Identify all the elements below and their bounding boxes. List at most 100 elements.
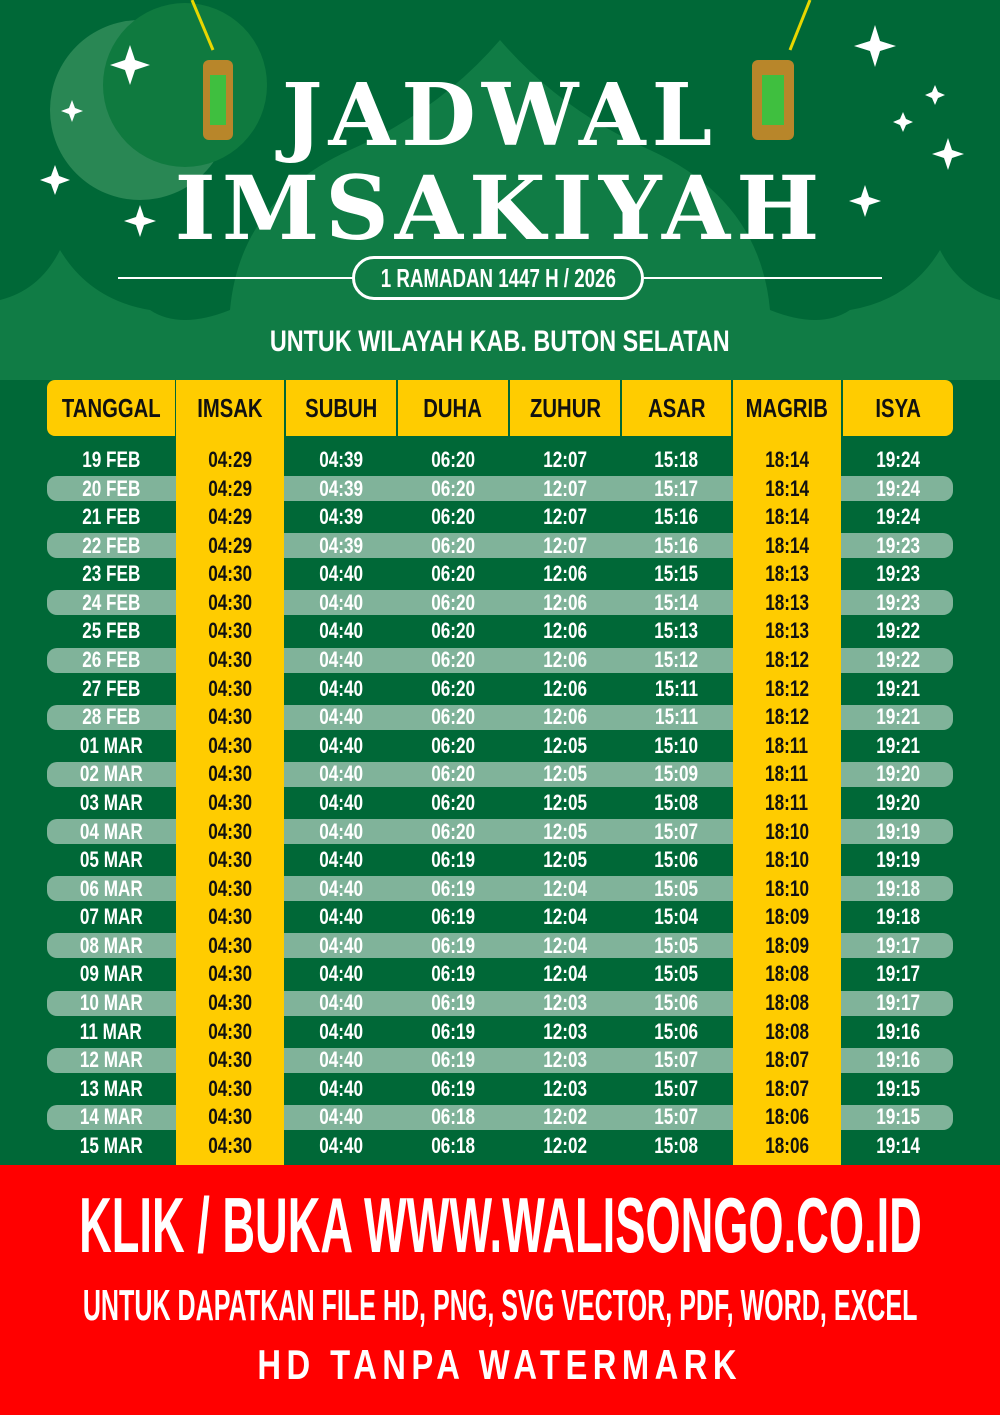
cell-text: 04:30	[208, 990, 252, 1016]
time-cell-magrib: 18:08	[733, 989, 841, 1017]
time-cell-duha: 06:20	[398, 646, 508, 674]
cell-text: 15:17	[654, 475, 699, 501]
banner-line-2-text: UNTUK DAPATKAN FILE HD, PNG, SVG VECTOR,…	[82, 1281, 918, 1330]
cell-text: 05 MAR	[79, 847, 143, 873]
cell-text: 19:15	[876, 1075, 920, 1101]
cell-text: 12:02	[543, 1104, 587, 1130]
time-cell-magrib: 18:13	[733, 589, 841, 617]
time-cell-magrib: 18:11	[733, 789, 841, 817]
date-cell: 02 MAR	[47, 760, 175, 788]
cell-text: 04:30	[208, 561, 252, 587]
time-cell-asar: 15:05	[622, 875, 731, 903]
time-cell-asar: 15:06	[622, 989, 731, 1017]
date-cell: 06 MAR	[47, 875, 175, 903]
time-cell-duha: 06:20	[398, 675, 508, 703]
time-cell-zuhur: 12:04	[510, 932, 620, 960]
banner-line-3: HD TANPA WATERMARK	[0, 1339, 1000, 1391]
time-cell-zuhur: 12:05	[510, 818, 620, 846]
time-cell-magrib: 18:11	[733, 760, 841, 788]
banner-link[interactable]: KLIK / BUKA WWW.WALISONGO.CO.ID	[78, 1180, 922, 1269]
time-cell-magrib: 18:12	[733, 646, 841, 674]
cell-text: 19 FEB	[81, 447, 141, 472]
time-cell-magrib: 18:14	[733, 532, 841, 560]
cell-text: 12:05	[543, 761, 587, 787]
cell-text: 15:06	[654, 847, 699, 873]
time-cell-duha: 06:20	[398, 703, 508, 731]
title-line-2: IMSAKIYAH	[174, 156, 826, 260]
cell-text: 19:21	[876, 732, 920, 758]
time-cell-magrib: 18:11	[733, 732, 841, 760]
cell-text: 18:10	[765, 875, 809, 901]
cell-text: 06:20	[431, 504, 475, 530]
cell-text: 15:12	[654, 647, 699, 673]
cell-text: 19:14	[876, 1132, 920, 1158]
time-cell-subuh: 04:40	[286, 989, 396, 1017]
time-cell-subuh: 04:40	[286, 960, 396, 988]
date-badge: 1 RAMADAN 1447 H / 2026	[352, 256, 644, 300]
cell-text: 15 MAR	[79, 1132, 143, 1158]
cell-text: 04:40	[319, 761, 363, 787]
cell-text: 25 FEB	[81, 618, 141, 644]
time-cell-zuhur: 12:03	[510, 1046, 620, 1074]
cell-text: 04:40	[319, 789, 363, 815]
cell-text: 08 MAR	[79, 932, 143, 958]
cell-text: 04:40	[319, 647, 363, 673]
cell-text: 18:06	[765, 1104, 809, 1130]
cell-text: 12:02	[543, 1132, 587, 1158]
cell-text: 04:40	[319, 847, 363, 873]
time-cell-isya: 19:21	[843, 675, 953, 703]
time-cell-duha: 06:18	[398, 1103, 508, 1131]
time-cell-zuhur: 12:02	[510, 1132, 620, 1160]
star-icons	[40, 25, 964, 237]
cell-text: 15:04	[654, 904, 699, 930]
time-cell-zuhur: 12:06	[510, 675, 620, 703]
time-cell-duha: 06:20	[398, 475, 508, 503]
cell-text: 04:40	[319, 818, 363, 844]
cell-text: 18:09	[765, 932, 809, 958]
date-cell: 22 FEB	[47, 532, 175, 560]
time-cell-zuhur: 12:03	[510, 989, 620, 1017]
banner-line-1[interactable]: KLIK / BUKA WWW.WALISONGO.CO.ID	[0, 1179, 1000, 1271]
date-cell: 28 FEB	[47, 703, 175, 731]
cell-text: 18:06	[765, 1132, 809, 1158]
cell-text: 04:39	[319, 447, 363, 472]
time-cell-asar: 15:13	[622, 617, 731, 645]
cell-text: 20 FEB	[81, 475, 141, 501]
time-cell-imsak: 04:30	[176, 818, 284, 846]
time-cell-imsak: 04:30	[176, 846, 284, 874]
time-cell-subuh: 04:40	[286, 1018, 396, 1046]
cell-text: 06:18	[431, 1104, 475, 1130]
cell-text: 04:39	[319, 532, 363, 558]
time-cell-zuhur: 12:06	[510, 703, 620, 731]
cell-text: 12:05	[543, 789, 587, 815]
cell-text: 04:40	[319, 961, 363, 987]
cell-text: 11 MAR	[79, 1018, 142, 1044]
time-cell-isya: 19:22	[843, 646, 953, 674]
time-cell-magrib: 18:14	[733, 503, 841, 531]
time-cell-imsak: 04:30	[176, 1018, 284, 1046]
date-cell: 24 FEB	[47, 589, 175, 617]
cell-text: 18:13	[765, 618, 809, 644]
cell-text: 18:11	[765, 732, 809, 758]
time-cell-imsak: 04:30	[176, 617, 284, 645]
cell-text: 19:17	[876, 990, 920, 1016]
date-cell: 27 FEB	[47, 675, 175, 703]
banner-line-2: UNTUK DAPATKAN FILE HD, PNG, SVG VECTOR,…	[0, 1279, 1000, 1333]
cell-text: 19:19	[876, 818, 920, 844]
time-cell-zuhur: 12:06	[510, 589, 620, 617]
time-cell-zuhur: 12:04	[510, 875, 620, 903]
time-cell-isya: 19:18	[843, 903, 953, 931]
cell-text: 06:19	[431, 1018, 475, 1044]
cell-text: 04:40	[319, 618, 363, 644]
cell-text: 15:05	[654, 961, 699, 987]
region-label: UNTUK WILAYAH KAB. BUTON SELATAN	[0, 322, 1000, 362]
cell-text: 04:30	[208, 1047, 252, 1073]
time-cell-asar: 15:08	[622, 1132, 731, 1160]
date-cell: 12 MAR	[47, 1046, 175, 1074]
cell-text: 04:29	[208, 475, 252, 501]
cell-text: 19:23	[876, 532, 920, 558]
time-cell-imsak: 04:30	[176, 932, 284, 960]
cell-text: 15:13	[654, 618, 699, 644]
time-cell-zuhur: 12:03	[510, 1018, 620, 1046]
cell-text: 12:03	[543, 1075, 587, 1101]
